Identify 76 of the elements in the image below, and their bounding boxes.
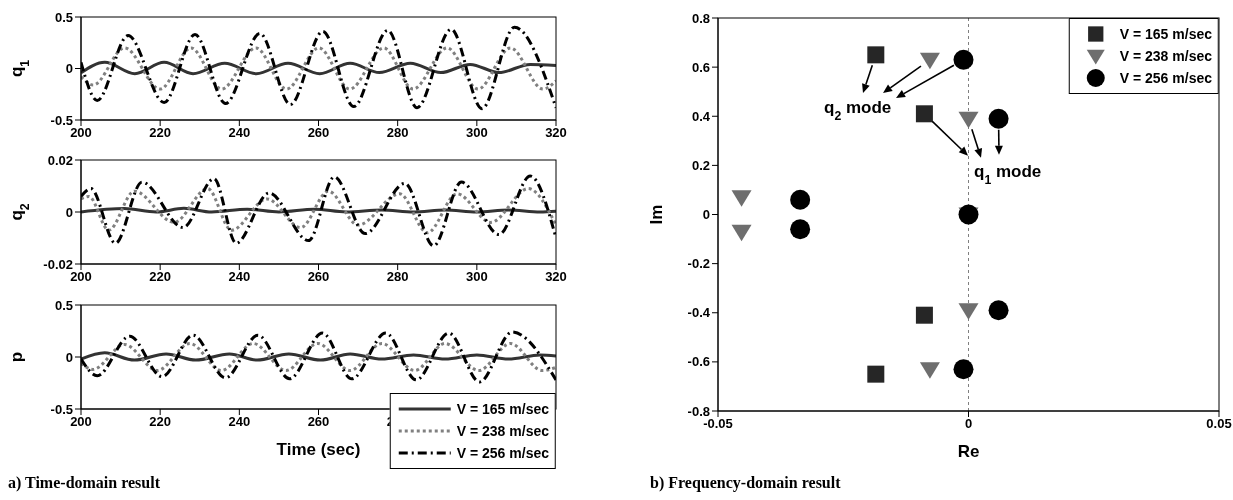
legend-label: V = 165 m/sec — [1119, 26, 1212, 42]
x-tick-label: 300 — [465, 269, 488, 285]
line-series — [81, 187, 556, 235]
x-tick-label: 220 — [149, 125, 172, 141]
y-tick-label: 0 — [65, 61, 73, 77]
x-tick-label: 240 — [228, 414, 251, 430]
y-tick-label: 0 — [702, 207, 710, 223]
y-tick-label: 0.8 — [691, 10, 710, 26]
point — [731, 190, 752, 207]
point — [915, 105, 933, 123]
y-tick-label: 0.6 — [691, 59, 710, 75]
y-tick-label: 0.5 — [54, 297, 73, 313]
x-tick-label: 240 — [228, 125, 251, 141]
annotation: q$_{2}$ mode — [824, 98, 892, 124]
point — [867, 46, 885, 64]
point — [988, 300, 1009, 321]
y-tick-label: -0.8 — [687, 403, 710, 419]
y-tick-label: -0.5 — [50, 112, 73, 128]
y-axis-title: Im — [647, 204, 666, 225]
x-tick-label: 280 — [386, 125, 409, 141]
y-tick-label: 0 — [65, 204, 73, 220]
point — [953, 359, 974, 380]
y-tick-label: 0 — [65, 349, 73, 365]
line-series — [81, 25, 556, 111]
point — [953, 49, 974, 70]
line-series — [81, 351, 556, 362]
point — [958, 303, 979, 320]
x-tick-label: 260 — [307, 269, 330, 285]
point — [919, 362, 940, 379]
line-series — [81, 174, 556, 248]
y-axis-title: p — [7, 351, 26, 363]
point — [915, 306, 933, 324]
y-tick-label: -0.02 — [43, 256, 73, 272]
x-tick-label: 300 — [465, 125, 488, 141]
legend-label: V = 238 m/sec — [456, 423, 549, 439]
x-tick-label: 240 — [228, 269, 251, 285]
x-tick-label: 200 — [70, 125, 92, 141]
y-tick-label: 0.2 — [691, 157, 710, 173]
y-tick-label: -0.5 — [50, 401, 73, 417]
point — [958, 111, 979, 129]
x-tick-label: 200 — [70, 414, 92, 430]
x-tick-label: 260 — [307, 125, 330, 141]
x-axis-title: Time (sec) — [276, 440, 361, 459]
point — [790, 219, 811, 240]
legend-label: V = 238 m/sec — [1119, 48, 1212, 64]
point — [919, 52, 940, 70]
text: a) Time-domain result — [8, 474, 161, 492]
x-tick-label: 0 — [964, 416, 973, 432]
x-axis-title: Re — [957, 442, 980, 461]
annotation: q$_{1}$ mode — [974, 161, 1042, 187]
y-tick-label: 0.4 — [691, 108, 711, 124]
x-tick-label: 320 — [545, 269, 567, 285]
legend-label: V = 256 m/sec — [456, 445, 549, 461]
x-tick-label: -0.05 — [703, 416, 733, 432]
text: b) Frequency-domain result — [650, 474, 841, 492]
y-tick-label: -0.6 — [687, 354, 710, 370]
line-series — [81, 60, 556, 76]
point — [988, 108, 1009, 129]
y-tick-label: 0.5 — [54, 9, 73, 25]
x-tick-label: 260 — [307, 414, 330, 430]
x-tick-label: 280 — [386, 269, 409, 285]
y-tick-label: 0.02 — [47, 152, 73, 168]
line-series — [81, 341, 556, 373]
line-series — [81, 46, 556, 91]
x-tick-label: 220 — [149, 414, 172, 430]
y-tick-label: -0.2 — [687, 256, 710, 272]
x-tick-label: 0.05 — [1206, 416, 1232, 432]
legend-label: V = 256 m/sec — [1119, 70, 1212, 86]
legend-label: V = 165 m/sec — [456, 401, 549, 417]
y-tick-label: -0.4 — [687, 305, 711, 321]
point — [731, 224, 752, 242]
x-tick-label: 200 — [70, 269, 92, 285]
point — [790, 189, 811, 210]
x-tick-label: 320 — [545, 125, 567, 141]
x-tick-label: 220 — [149, 269, 172, 285]
point — [867, 365, 885, 383]
